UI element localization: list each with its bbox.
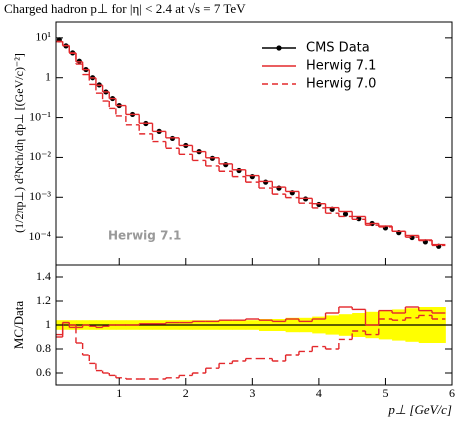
y-tick-label: 10⁻⁴ [28,229,51,243]
y-tick-label: 1.4 [36,269,51,283]
x-tick-label: 5 [382,386,388,400]
x-tick-label: 4 [316,386,322,400]
data-point [263,179,269,185]
chart-title: Charged hadron p⊥ for |η| < 2.4 at √s = … [4,1,246,16]
legend-label: CMS Data [306,41,370,56]
y-tick-label: 1 [45,69,51,83]
x-tick-label: 1 [116,386,122,400]
y-tick-label: 0.6 [36,365,51,379]
data-point [223,162,229,168]
data-point [342,211,349,217]
ratio-y-axis-label: MC/Data [11,301,26,350]
x-tick-label: 3 [249,386,255,400]
plot-frame [55,264,453,386]
y-tick-label: 10⁻³ [29,189,51,203]
data-point [236,167,242,174]
data-point [316,201,322,208]
y-tick-label: 10¹ [35,30,51,44]
data-point [249,174,255,180]
y-tick-label: 0.8 [36,341,51,355]
x-tick-label: 2 [183,386,189,400]
watermark: Herwig 7.1 [108,229,181,243]
data-point [276,185,282,191]
legend-label: Herwig 7.1 [306,59,376,74]
legend-swatch-point [276,45,282,51]
x-tick-label: 6 [449,386,455,400]
y-tick-label: 1 [45,317,51,331]
y-tick-label: 10⁻¹ [29,109,51,123]
y-tick-label: 1.2 [36,293,51,307]
y-axis-label: (1/2πp⊥) d²Nch/dη dp⊥ [(GeV/c)⁻²] [12,53,26,233]
y-tick-label: 10⁻² [29,149,51,163]
x-axis-label: p⊥ [GeV/c] [387,402,452,417]
legend-label: Herwig 7.0 [306,77,376,92]
